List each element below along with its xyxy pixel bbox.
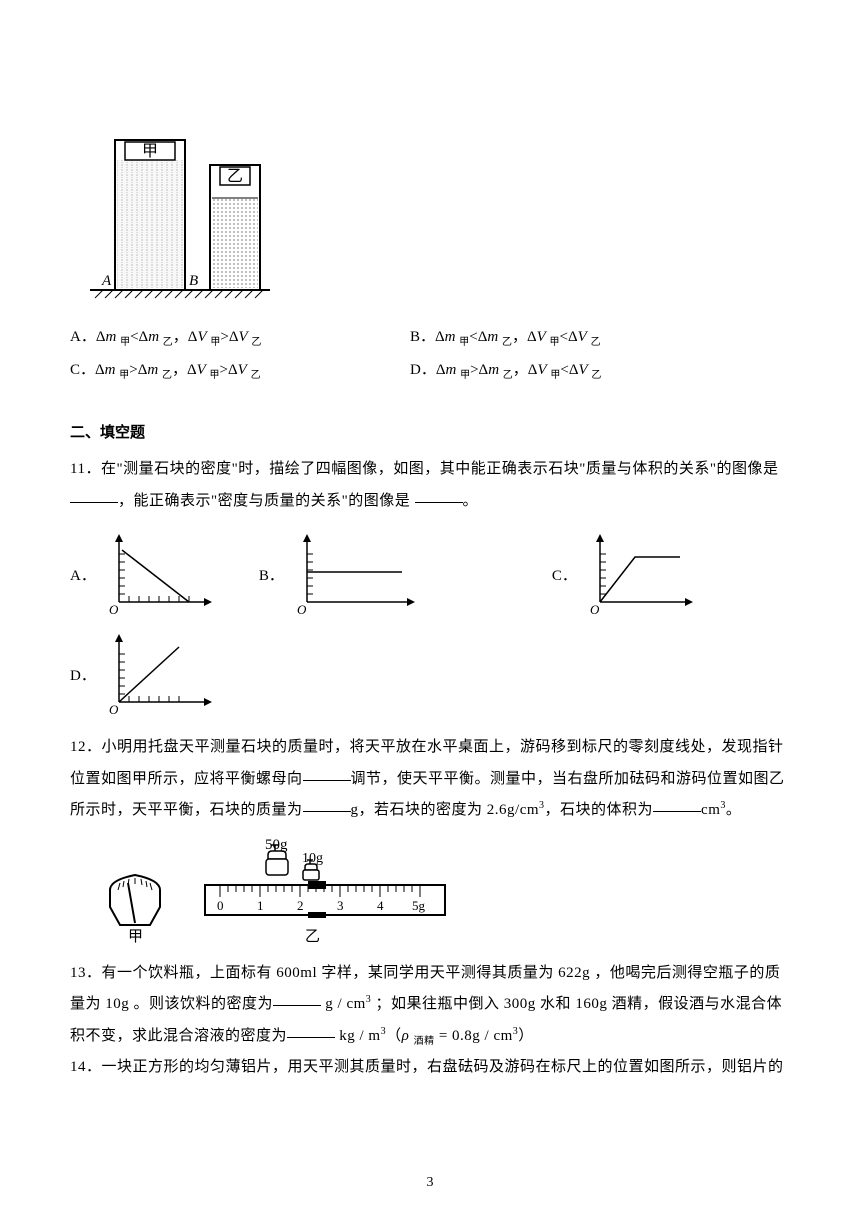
question-14: 14．一块正方形的均匀薄铝片，用天平测其质量时，右盘砝码及游码在标尺上的位置如图… [70,1052,790,1084]
option-A: A．Δm 甲<Δm 乙，ΔV 甲>ΔV 乙 [70,325,410,348]
containers-figure: 甲 A B 乙 [70,130,790,305]
graph-C-svg: O [585,532,700,617]
graph-D: D． O [70,632,219,717]
q11-number: 11． [70,461,101,477]
svg-text:O: O [109,702,119,717]
page-number: 3 [0,1175,860,1191]
svg-text:5g: 5g [412,898,426,913]
label-A: A [101,273,112,289]
q13-number: 13． [70,965,102,981]
two-container-svg: 甲 A B 乙 [90,130,290,300]
label-yi: 乙 [227,168,243,185]
graph-B: B． O [259,532,422,617]
svg-text:O: O [590,602,600,617]
label-yi-2: 乙 [305,929,320,945]
q14-number: 14． [70,1059,102,1075]
svg-text:4: 4 [377,898,384,913]
option-row-2: C．Δm 甲>Δm 乙，ΔV 甲>ΔV 乙 D．Δm 甲>Δm 乙，ΔV 甲<Δ… [70,358,790,381]
option-C: C．Δm 甲>Δm 乙，ΔV 甲>ΔV 乙 [70,358,410,381]
svg-text:O: O [109,602,119,617]
option-row-1: A．Δm 甲<Δm 乙，ΔV 甲>ΔV 乙 B．Δm 甲<Δm 乙，ΔV 甲<Δ… [70,325,790,348]
graphs-row-2: D． O [70,632,790,717]
graph-A: A． O [70,532,219,617]
graph-B-svg: O [292,532,422,617]
svg-text:2: 2 [297,898,304,913]
svg-text:3: 3 [337,898,344,913]
question-11: 11．在"测量石块的密度"时，描绘了四幅图像，如图，其中能正确表示石块"质量与体… [70,454,790,517]
label-jia-2: 甲 [128,929,143,945]
graphs-row-1: A． O B． O [70,532,790,617]
label-B: B [189,273,198,289]
svg-text:0: 0 [217,898,224,913]
graph-A-svg: O [104,532,219,617]
q14-text: 一块正方形的均匀薄铝片，用天平测其质量时，右盘砝码及游码在标尺上的位置如图所示，… [102,1059,784,1075]
balance-figure: 50g 10g 01 23 45g 甲 乙 [90,835,790,950]
graph-D-svg: O [104,632,219,717]
option-D: D．Δm 甲>Δm 乙，ΔV 甲<ΔV 乙 [410,358,750,381]
svg-text:1: 1 [257,898,264,913]
question-12: 12．小明用托盘天平测量石块的质量时，将天平放在水平桌面上，游码移到标尺的零刻度… [70,732,790,827]
question-13: 13．有一个饮料瓶，上面标有 600ml 字样，某同学用天平测得其质量为 622… [70,958,790,1053]
option-B: B．Δm 甲<Δm 乙，ΔV 甲<ΔV 乙 [410,325,750,348]
q12-number: 12． [70,739,102,755]
graph-C: C． O [552,532,700,617]
svg-text:O: O [297,602,307,617]
label-jia: 甲 [142,143,158,160]
section-2-title: 二、填空题 [70,421,790,442]
